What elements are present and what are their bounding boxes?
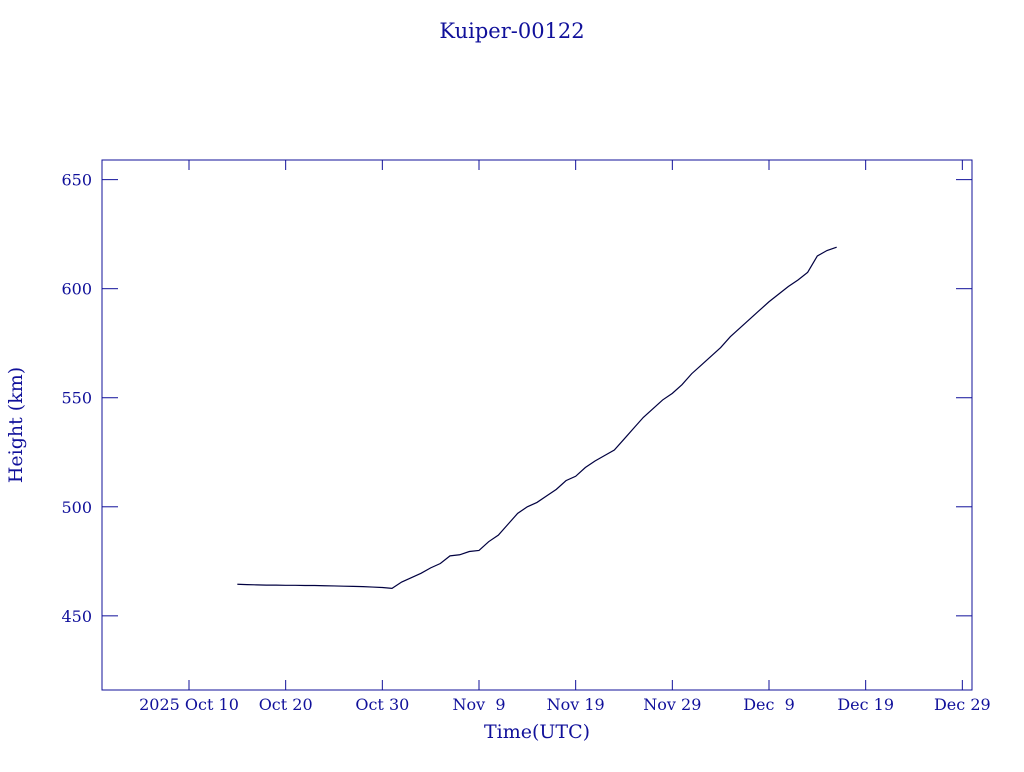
data-line — [237, 246, 837, 589]
x-tick-label: Dec 9 — [743, 695, 795, 714]
x-tick-label: Oct 20 — [259, 695, 313, 714]
x-axis-label: Time(UTC) — [484, 721, 590, 743]
x-tick-label: Nov 19 — [547, 695, 605, 714]
y-axis-label: Height (km) — [5, 367, 27, 483]
plot-frame — [101, 159, 973, 691]
x-tick-label: 2025 Oct 10 — [139, 695, 239, 714]
x-tick-label: Dec 29 — [934, 695, 991, 714]
y-tick-label: 650 — [61, 171, 92, 190]
chart-title: Kuiper-00122 — [439, 19, 584, 43]
x-tick-label: Nov 9 — [452, 695, 505, 714]
x-tick-label: Dec 19 — [837, 695, 894, 714]
y-tick-label: 600 — [61, 280, 92, 299]
y-tick-label: 550 — [61, 389, 92, 408]
y-tick-label: 500 — [61, 498, 92, 517]
x-tick-label: Oct 30 — [355, 695, 409, 714]
y-tick-label: 450 — [61, 607, 92, 626]
x-tick-label: Nov 29 — [643, 695, 701, 714]
